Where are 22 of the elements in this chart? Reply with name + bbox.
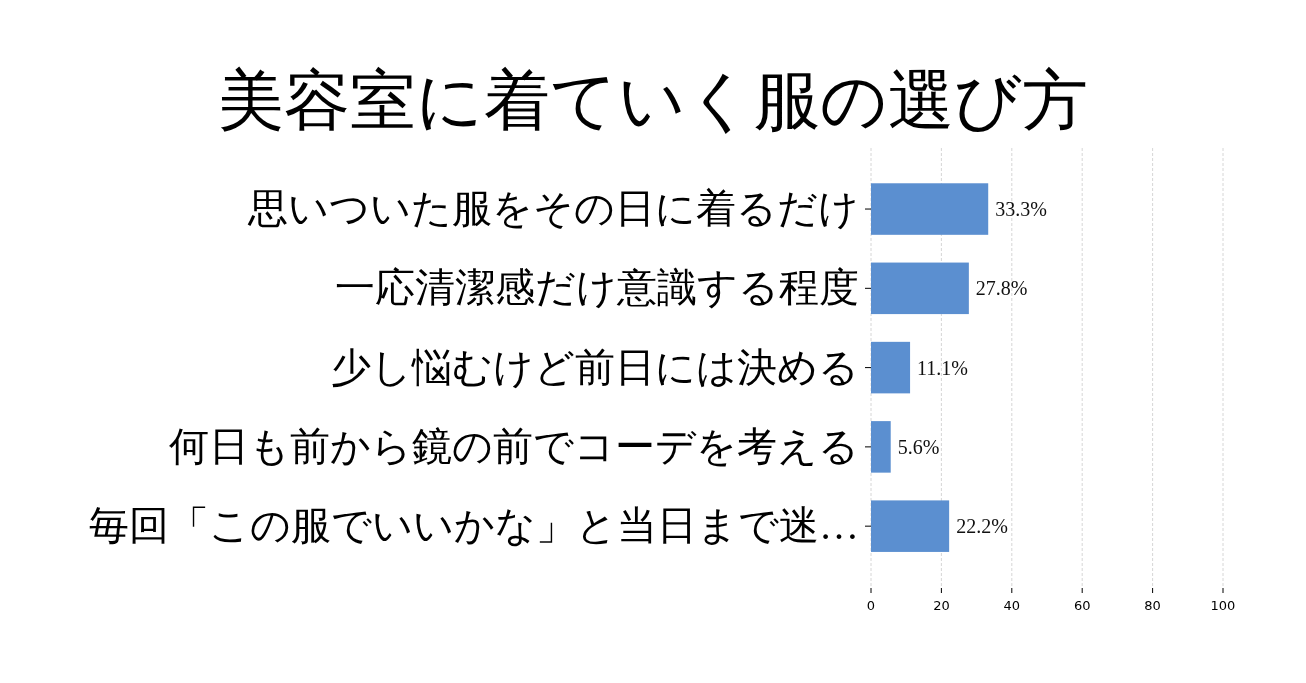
data-label: 11.1% (917, 356, 968, 379)
data-label: 5.6% (897, 435, 940, 458)
y-tick-label: 毎回「この服でいいかな」と当日まで迷… (89, 503, 859, 549)
y-tick-label: 少し悩むけど前日には決める (331, 344, 859, 390)
x-tick-label: 40 (1003, 598, 1021, 613)
x-tick-label: 60 (1073, 598, 1091, 613)
bar (871, 262, 969, 315)
bar (871, 421, 891, 473)
chart-title: 美容室に着ていく服の選び方 (218, 64, 1088, 137)
y-tick-label: 思いついた服をその日に着るだけ (247, 186, 859, 232)
bar (871, 500, 950, 552)
data-label: 27.8% (975, 277, 1028, 300)
x-tick-label: 100 (1210, 598, 1236, 613)
bar (871, 341, 911, 394)
data-label: 33.3% (995, 198, 1047, 221)
y-tick-label: 何日も前から鏡の前でコーデを考える (169, 423, 859, 469)
x-tick-label: 80 (1144, 598, 1161, 613)
y-tick-label: 一応清潔感だけ意識する程度 (335, 265, 859, 311)
x-tick-label: 0 (866, 598, 876, 613)
data-label: 22.2% (956, 515, 1008, 538)
bar (871, 183, 989, 235)
x-tick-label: 20 (933, 598, 950, 613)
